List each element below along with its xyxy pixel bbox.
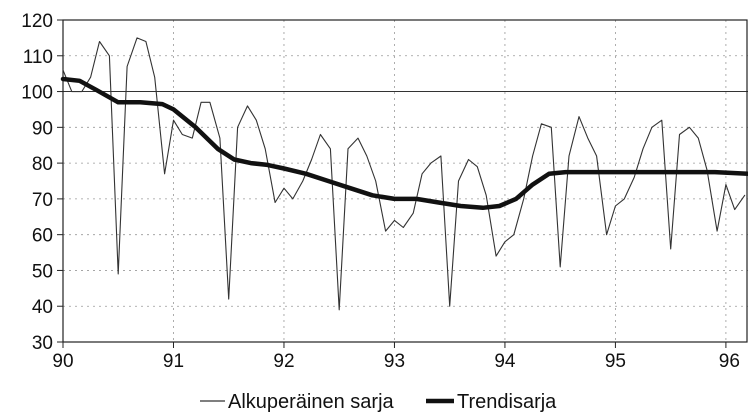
y-tick-label: 50 — [32, 261, 53, 282]
series-line-alkuperainen — [62, 37, 746, 311]
x-axis-ticks: 90 91 92 93 94 95 96 — [52, 342, 740, 372]
y-axis-ticks: 120 110 100 90 80 70 60 50 40 30 — [21, 11, 63, 354]
x-tick-label: 91 — [163, 351, 184, 372]
y-tick-label: 70 — [32, 190, 53, 211]
y-tick-label: 60 — [32, 226, 53, 247]
x-tick-label: 93 — [384, 351, 405, 372]
legend-label-trendisarja: Trendisarja — [457, 391, 557, 413]
plot-area-frame — [62, 19, 748, 343]
x-tick-label: 96 — [719, 351, 740, 372]
x-tick-label: 92 — [273, 351, 294, 372]
series-layer — [60, 37, 748, 311]
y-tick-label: 100 — [21, 83, 53, 104]
grid-lines — [63, 20, 748, 342]
x-tick-label: 90 — [52, 351, 73, 372]
y-tick-label: 80 — [32, 154, 53, 175]
y-tick-label: 120 — [21, 11, 53, 32]
y-tick-label: 110 — [23, 47, 53, 68]
legend-label-alkuperainen: Alkuperäinen sarja — [228, 391, 395, 413]
x-tick-label: 94 — [494, 351, 516, 372]
y-tick-label: 30 — [32, 333, 53, 354]
legend: Alkuperäinen sarja Trendisarja — [200, 391, 557, 413]
y-tick-label: 40 — [32, 297, 53, 318]
y-tick-label: 90 — [32, 118, 53, 139]
x-tick-label: 95 — [605, 351, 626, 372]
series-line-trendisarja — [60, 76, 748, 211]
